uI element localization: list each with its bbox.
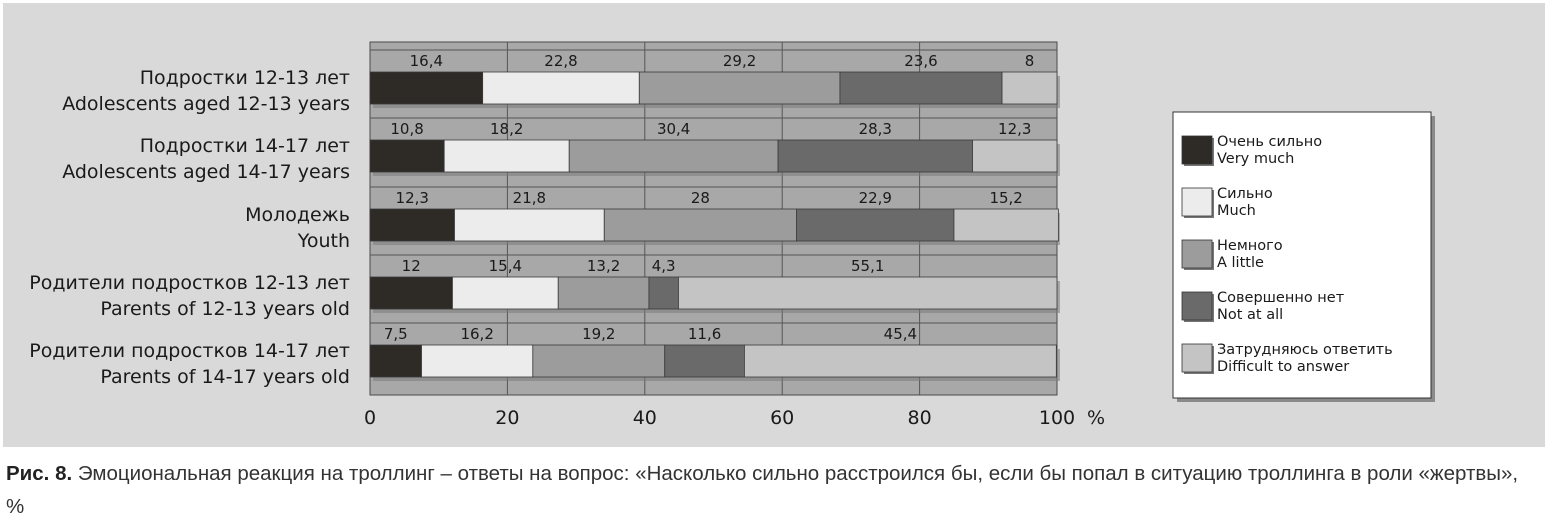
caption-text: Эмоциональная реакция на троллинг – отве… bbox=[6, 462, 1519, 518]
x-tick-label: 100 bbox=[1039, 407, 1075, 429]
stacked-bar-chart: 16,4 22,8 29,2 23,6 8 Подростки 12-13 лет Adol… bbox=[29, 41, 1435, 429]
category-label-en: Adolescents aged 14-17 years bbox=[62, 161, 350, 183]
bar-segment bbox=[1001, 71, 1058, 105]
legend-label: Совершенно нет bbox=[1217, 290, 1345, 306]
data-label: 22,8 bbox=[544, 52, 577, 70]
data-label: 28,3 bbox=[859, 120, 892, 138]
category-label-en: Parents of 12-13 years old bbox=[100, 298, 350, 320]
category-label-en: Adolescents aged 12-13 years bbox=[62, 93, 350, 115]
legend-box bbox=[1172, 111, 1432, 399]
legend-label-en: Very much bbox=[1217, 151, 1294, 167]
x-tick-label: 60 bbox=[770, 407, 794, 429]
legend-label: Очень сильно bbox=[1217, 134, 1322, 150]
category-label-en: Youth bbox=[297, 230, 350, 252]
data-label: 12,3 bbox=[396, 189, 429, 207]
bar-segment bbox=[796, 208, 955, 242]
data-label: 28 bbox=[691, 189, 710, 207]
bar-segment bbox=[568, 139, 779, 173]
data-label: 12,3 bbox=[998, 120, 1031, 138]
bar-segment bbox=[557, 276, 650, 310]
data-label: 18,2 bbox=[490, 120, 523, 138]
legend-label: Сильно bbox=[1217, 186, 1273, 202]
legend-swatch bbox=[1181, 291, 1213, 321]
data-label: 21,8 bbox=[513, 189, 546, 207]
bar-segment bbox=[638, 71, 841, 105]
category-label-en: Parents of 14-17 years old bbox=[100, 366, 350, 388]
data-label: 30,4 bbox=[657, 120, 690, 138]
bar-segment bbox=[454, 208, 605, 242]
category-label: Подростки 12-13 лет bbox=[140, 67, 350, 89]
data-label: 45,4 bbox=[884, 325, 917, 343]
data-label: 12 bbox=[402, 257, 421, 275]
bar-segment bbox=[452, 276, 559, 310]
bar-segment bbox=[648, 276, 679, 310]
bar-segment bbox=[369, 139, 445, 173]
legend-label-en: A little bbox=[1217, 255, 1264, 271]
bar-segment bbox=[678, 276, 1058, 310]
data-label: 19,2 bbox=[582, 325, 615, 343]
data-label: 8 bbox=[1025, 52, 1035, 70]
data-label: 15,4 bbox=[489, 257, 522, 275]
caption-label: Рис. 8. bbox=[6, 462, 73, 485]
bar-segment bbox=[839, 71, 1003, 105]
bar-segment bbox=[443, 139, 570, 173]
data-label: 55,1 bbox=[851, 257, 884, 275]
bar-segment bbox=[369, 71, 484, 105]
legend-label: Немного bbox=[1217, 238, 1283, 254]
data-label: 15,2 bbox=[989, 189, 1022, 207]
category-label: Подростки 14-17 лет bbox=[140, 135, 350, 157]
x-tick-label: 80 bbox=[908, 407, 932, 429]
legend-label-en: Not at all bbox=[1217, 307, 1283, 323]
category-label: Родители подростков 12-13 лет bbox=[29, 272, 350, 294]
data-label: 29,2 bbox=[723, 52, 756, 70]
x-tick-label: 40 bbox=[633, 407, 657, 429]
legend-label-en: Difficult to answer bbox=[1217, 359, 1349, 375]
bar-segment bbox=[777, 139, 973, 173]
x-tick-label: 20 bbox=[495, 407, 519, 429]
bar-segment bbox=[532, 344, 666, 378]
bar-segment bbox=[664, 344, 745, 378]
bar-segment bbox=[369, 276, 453, 310]
legend-swatch bbox=[1181, 343, 1213, 373]
legend-swatch bbox=[1181, 187, 1213, 217]
category-label: Родители подростков 14-17 лет bbox=[29, 340, 350, 362]
legend-swatch bbox=[1181, 239, 1213, 269]
data-label: 4,3 bbox=[652, 257, 676, 275]
x-axis-unit: % bbox=[1087, 407, 1105, 429]
legend-swatch bbox=[1181, 135, 1213, 165]
category-label: Молодежь bbox=[245, 204, 350, 226]
data-label: 16,4 bbox=[410, 52, 443, 70]
bar-segment bbox=[953, 208, 1059, 242]
bar-segment bbox=[369, 344, 422, 378]
bar-segment bbox=[744, 344, 1057, 378]
legend-label-en: Much bbox=[1217, 203, 1256, 219]
x-tick-label: 0 bbox=[364, 407, 376, 429]
data-label: 22,9 bbox=[859, 189, 892, 207]
data-label: 23,6 bbox=[904, 52, 937, 70]
bar-segment bbox=[972, 139, 1058, 173]
bar-segment bbox=[369, 208, 455, 242]
data-label: 16,2 bbox=[460, 325, 493, 343]
bar-segment bbox=[482, 71, 640, 105]
bar-segment bbox=[421, 344, 534, 378]
data-label: 13,2 bbox=[587, 257, 620, 275]
data-label: 10,8 bbox=[390, 120, 423, 138]
figure-caption: Рис. 8. Эмоциональная реакция на троллин… bbox=[6, 457, 1536, 523]
legend-label: Затрудняюсь ответить bbox=[1217, 342, 1393, 358]
bar-segment bbox=[603, 208, 798, 242]
data-label: 7,5 bbox=[384, 325, 408, 343]
data-label: 11,6 bbox=[688, 325, 721, 343]
